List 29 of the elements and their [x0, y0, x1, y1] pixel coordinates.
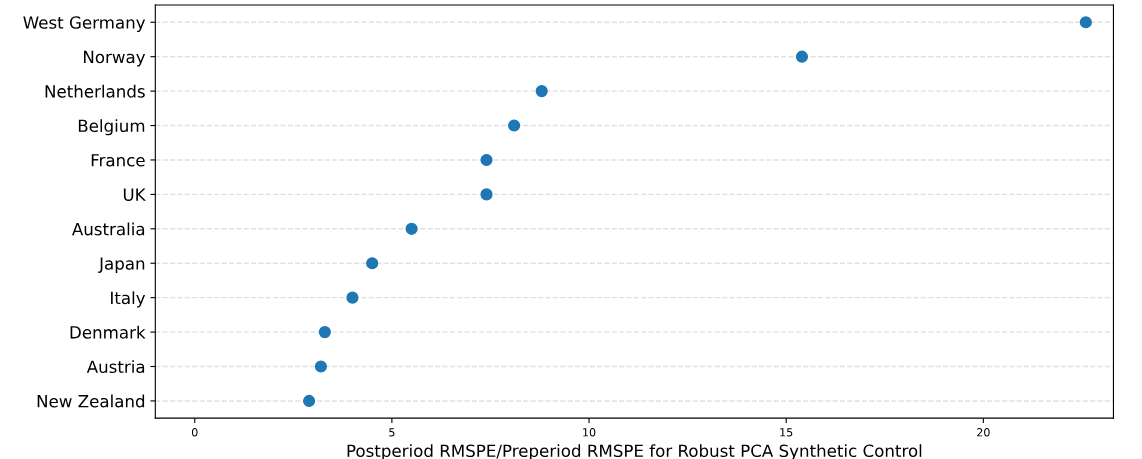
y-tick-label: Denmark [70, 325, 146, 339]
point [318, 326, 331, 339]
y-tick-label: Australia [72, 222, 145, 236]
y-tick-label: New Zealand [37, 394, 145, 408]
point [480, 153, 493, 167]
y-tick-label: Netherlands [45, 84, 145, 98]
point [508, 119, 521, 132]
x-tick-label: 20 [977, 428, 990, 437]
y-tick-label: Belgium [78, 119, 145, 136]
point [795, 50, 809, 63]
x-tick-label: 10 [583, 428, 596, 437]
point [366, 257, 379, 270]
point [535, 85, 548, 98]
point [1079, 16, 1092, 29]
x-tick-label: 15 [780, 428, 793, 437]
point [346, 291, 359, 304]
y-tick-label: West Germany [23, 16, 146, 33]
x-tick-label: 0 [191, 428, 198, 437]
y-tick-label: UK [123, 188, 146, 201]
y-tick-label: Norway [84, 50, 146, 67]
y-tick-label: Japan [98, 257, 145, 274]
point [405, 222, 418, 235]
y-tick-label: Italy [111, 291, 146, 308]
x-tick-label: 5 [389, 428, 395, 437]
y-tick-label: France [91, 154, 145, 167]
point [480, 188, 493, 201]
point [314, 360, 327, 373]
point [303, 394, 316, 408]
y-tick-label: Austria [86, 360, 145, 374]
